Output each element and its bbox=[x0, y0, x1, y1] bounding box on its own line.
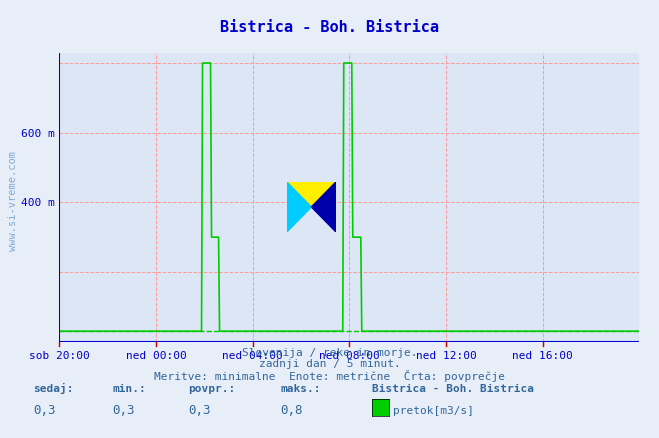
Text: zadnji dan / 5 minut.: zadnji dan / 5 minut. bbox=[258, 359, 401, 369]
Text: Meritve: minimalne  Enote: metrične  Črta: povprečje: Meritve: minimalne Enote: metrične Črta:… bbox=[154, 370, 505, 382]
Text: povpr.:: povpr.: bbox=[188, 384, 235, 394]
Text: Bistrica - Boh. Bistrica: Bistrica - Boh. Bistrica bbox=[220, 20, 439, 35]
Polygon shape bbox=[287, 182, 336, 207]
Text: maks.:: maks.: bbox=[280, 384, 320, 394]
Text: 0,3: 0,3 bbox=[112, 404, 134, 417]
Text: sedaj:: sedaj: bbox=[33, 383, 73, 394]
Text: 0,3: 0,3 bbox=[33, 404, 55, 417]
Text: Slovenija / reke in morje.: Slovenija / reke in morje. bbox=[242, 348, 417, 358]
Polygon shape bbox=[312, 182, 336, 232]
Text: www.si-vreme.com: www.si-vreme.com bbox=[8, 152, 18, 251]
Text: 0,8: 0,8 bbox=[280, 404, 302, 417]
Text: Bistrica - Boh. Bistrica: Bistrica - Boh. Bistrica bbox=[372, 384, 534, 394]
Polygon shape bbox=[287, 182, 312, 232]
Text: pretok[m3/s]: pretok[m3/s] bbox=[393, 406, 474, 416]
Text: 0,3: 0,3 bbox=[188, 404, 210, 417]
Text: min.:: min.: bbox=[112, 384, 146, 394]
